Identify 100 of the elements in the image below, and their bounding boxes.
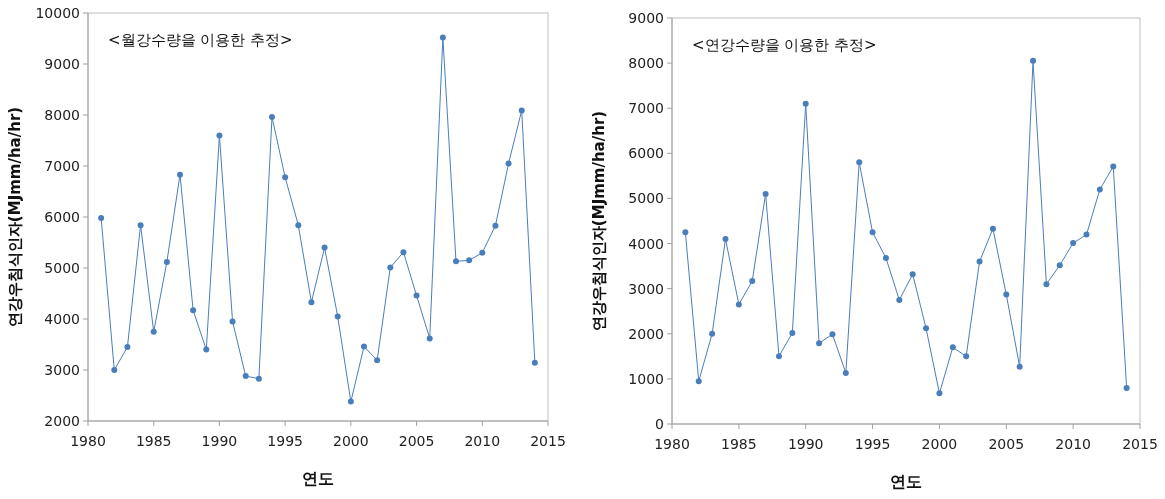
- point: [789, 329, 796, 336]
- x-tick-label: 1980: [654, 436, 690, 452]
- point: [709, 330, 716, 337]
- point: [1056, 262, 1063, 269]
- point: [735, 301, 742, 308]
- x-axis-title: 연도: [890, 472, 922, 491]
- point: [1083, 231, 1090, 238]
- point: [137, 222, 144, 229]
- point: [98, 215, 105, 222]
- x-tick-label: 1995: [267, 433, 303, 449]
- point: [177, 171, 183, 178]
- point: [749, 278, 756, 284]
- point: [361, 343, 367, 350]
- x-tick-label: 1990: [787, 436, 824, 452]
- point: [203, 346, 210, 353]
- y-axis-title: 연강우침식인자(MJmm/ha/hr): [6, 106, 24, 328]
- point: [255, 375, 262, 382]
- y-tick-label: 2000: [628, 325, 664, 342]
- point: [682, 229, 689, 236]
- point: [190, 307, 197, 314]
- point: [923, 325, 930, 332]
- point: [1123, 384, 1130, 391]
- point: [479, 249, 486, 256]
- y-tick-label: 9000: [628, 10, 664, 26]
- point: [229, 318, 236, 325]
- point: [989, 225, 996, 232]
- point: [816, 340, 823, 347]
- y-tick-label: 3000: [44, 362, 80, 378]
- x-tick-label: 2005: [398, 433, 435, 449]
- point: [347, 398, 354, 405]
- y-tick-label: 8000: [628, 55, 664, 72]
- y-tick-label: 6000: [628, 145, 664, 162]
- point: [963, 353, 970, 360]
- point: [242, 373, 249, 380]
- y-axis-title: 연강우침식인자(MJmm/ha/hr): [590, 110, 608, 332]
- point: [949, 344, 956, 351]
- y-tick-label: 6000: [44, 209, 80, 225]
- x-tick-label: 2015: [1122, 436, 1158, 452]
- y-tick-label: 5000: [628, 190, 664, 207]
- point: [829, 331, 836, 338]
- point: [374, 357, 381, 364]
- point: [936, 390, 943, 397]
- x-tick-label: 2005: [988, 436, 1025, 452]
- point: [295, 222, 302, 229]
- point: [1030, 57, 1037, 64]
- x-tick-label: 1980: [70, 433, 106, 449]
- point: [842, 370, 849, 377]
- y-tick-label: 4000: [44, 311, 80, 327]
- x-tick-label: 2000: [333, 433, 369, 449]
- point: [722, 236, 729, 243]
- point: [426, 335, 433, 342]
- y-tick-label: 5000: [44, 260, 80, 276]
- point: [1070, 240, 1077, 247]
- point: [387, 264, 394, 271]
- point: [466, 257, 473, 264]
- point: [111, 367, 118, 373]
- y-tick-label: 0: [655, 416, 664, 432]
- y-tick-label: 7000: [44, 158, 80, 174]
- point: [976, 258, 983, 265]
- point: [282, 174, 289, 181]
- point: [1043, 281, 1050, 288]
- y-tick-label: 4000: [628, 235, 664, 252]
- point: [163, 258, 170, 265]
- x-tick-label: 2015: [530, 433, 566, 449]
- y-tick-label: 7000: [628, 100, 664, 117]
- point: [909, 271, 916, 278]
- point: [695, 378, 702, 385]
- x-tick-label: 1990: [201, 433, 238, 449]
- point: [308, 299, 315, 306]
- point: [321, 244, 328, 251]
- point: [762, 190, 769, 197]
- x-tick-label: 2010: [1055, 436, 1091, 452]
- y-tick-label: 1000: [628, 370, 664, 387]
- x-tick-label: 1985: [721, 436, 757, 452]
- point: [269, 114, 275, 121]
- point: [439, 34, 446, 41]
- point: [775, 353, 782, 360]
- point: [334, 313, 341, 320]
- y-tick-label: 3000: [628, 280, 664, 297]
- point: [856, 159, 863, 166]
- point: [802, 100, 809, 107]
- point: [1110, 163, 1117, 170]
- point: [1096, 186, 1103, 193]
- point: [492, 222, 499, 229]
- point: [882, 254, 889, 261]
- x-tick-label: 1985: [135, 433, 172, 449]
- point: [1003, 291, 1010, 298]
- point: [453, 258, 459, 265]
- y-tick-label: 9000: [44, 56, 80, 72]
- x-tick-label: 2010: [464, 433, 501, 449]
- point: [150, 328, 157, 335]
- point: [124, 344, 131, 351]
- point: [869, 229, 876, 236]
- point: [413, 292, 420, 299]
- point: [505, 160, 512, 167]
- point: [896, 296, 903, 303]
- annotation: <월강수량을 이용한 추정>: [108, 31, 293, 49]
- point: [531, 359, 538, 366]
- point: [518, 107, 525, 114]
- x-tick-label: 2000: [921, 436, 958, 452]
